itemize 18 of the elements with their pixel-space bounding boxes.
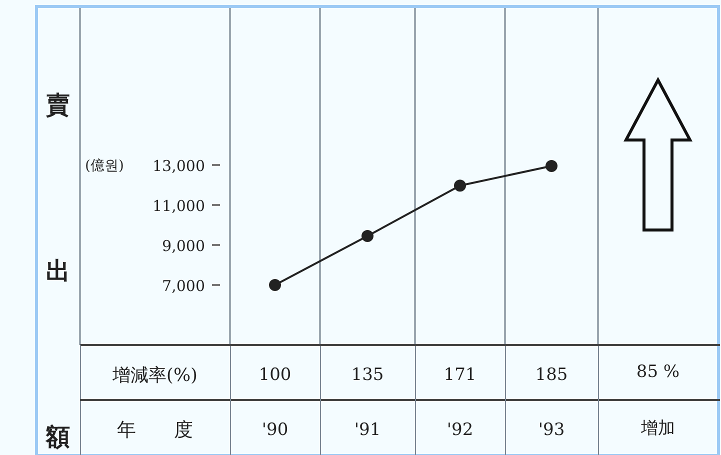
text: 185 bbox=[535, 365, 568, 385]
text: 135 bbox=[351, 365, 384, 385]
y-tick-label: 13,000 bbox=[152, 157, 205, 175]
text: 賣出額 bbox=[46, 90, 70, 451]
x-tick-label: '91 bbox=[354, 420, 381, 440]
y-tick-label: 11,000 bbox=[152, 197, 205, 215]
x-tick-label: '92 bbox=[446, 420, 474, 440]
x-tick-label: '93 bbox=[538, 420, 565, 440]
text: 100 bbox=[258, 365, 292, 385]
y-tick-label: 7,000 bbox=[162, 277, 205, 295]
x-axis-title: 年 度 bbox=[117, 418, 193, 443]
text: (億원) bbox=[85, 158, 124, 174]
text: 增加 bbox=[641, 418, 675, 440]
text: 171 bbox=[444, 365, 476, 385]
text: 85 % bbox=[636, 362, 680, 382]
y-tick-label: 9,000 bbox=[162, 237, 205, 255]
text: 增減率(%) bbox=[112, 364, 198, 387]
x-tick-label: '90 bbox=[262, 420, 288, 440]
